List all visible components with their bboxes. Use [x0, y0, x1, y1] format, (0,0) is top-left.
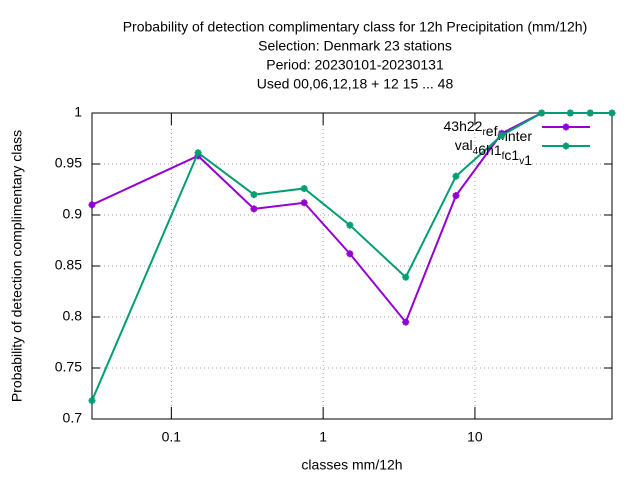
x-tick-label: 10 — [467, 429, 483, 445]
y-tick-label: 1 — [74, 104, 82, 120]
marker — [608, 109, 616, 117]
marker — [562, 142, 570, 150]
y-axis-label: Probability of detection complimentary c… — [9, 130, 25, 402]
marker — [452, 192, 460, 200]
marker — [452, 172, 460, 180]
marker — [538, 109, 546, 117]
marker — [194, 149, 202, 157]
x-tick-label: 1 — [319, 429, 327, 445]
marker — [346, 250, 354, 258]
y-tick-label: 0.7 — [63, 410, 83, 426]
marker — [402, 318, 410, 326]
x-tick-label: 0.1 — [162, 429, 182, 445]
marker — [250, 191, 258, 199]
marker — [498, 131, 506, 139]
chart-subtitle: Period: 20230101-20230131 — [266, 57, 444, 73]
chart-title: Probability of detection complimentary c… — [123, 19, 588, 35]
legend-label: val46h1fc1v1 — [455, 137, 532, 168]
marker — [300, 184, 308, 192]
chart-subtitle: Selection: Denmark 23 stations — [258, 38, 452, 54]
chart-subtitle: Used 00,06,12,18 + 12 15 ... 48 — [257, 76, 454, 92]
marker — [88, 397, 96, 405]
y-tick-label: 0.95 — [55, 155, 82, 171]
marker — [586, 109, 594, 117]
y-tick-label: 0.8 — [63, 308, 83, 324]
x-axis-label: classes mm/12h — [301, 457, 402, 473]
marker — [346, 221, 354, 229]
y-tick-label: 0.85 — [55, 257, 82, 273]
plot-frame — [91, 112, 613, 420]
y-tick-label: 0.75 — [55, 359, 82, 375]
marker — [88, 201, 96, 209]
marker — [250, 205, 258, 213]
marker — [562, 123, 570, 131]
marker — [402, 273, 410, 281]
marker — [566, 109, 574, 117]
y-tick-label: 0.9 — [63, 206, 83, 222]
marker — [300, 199, 308, 207]
